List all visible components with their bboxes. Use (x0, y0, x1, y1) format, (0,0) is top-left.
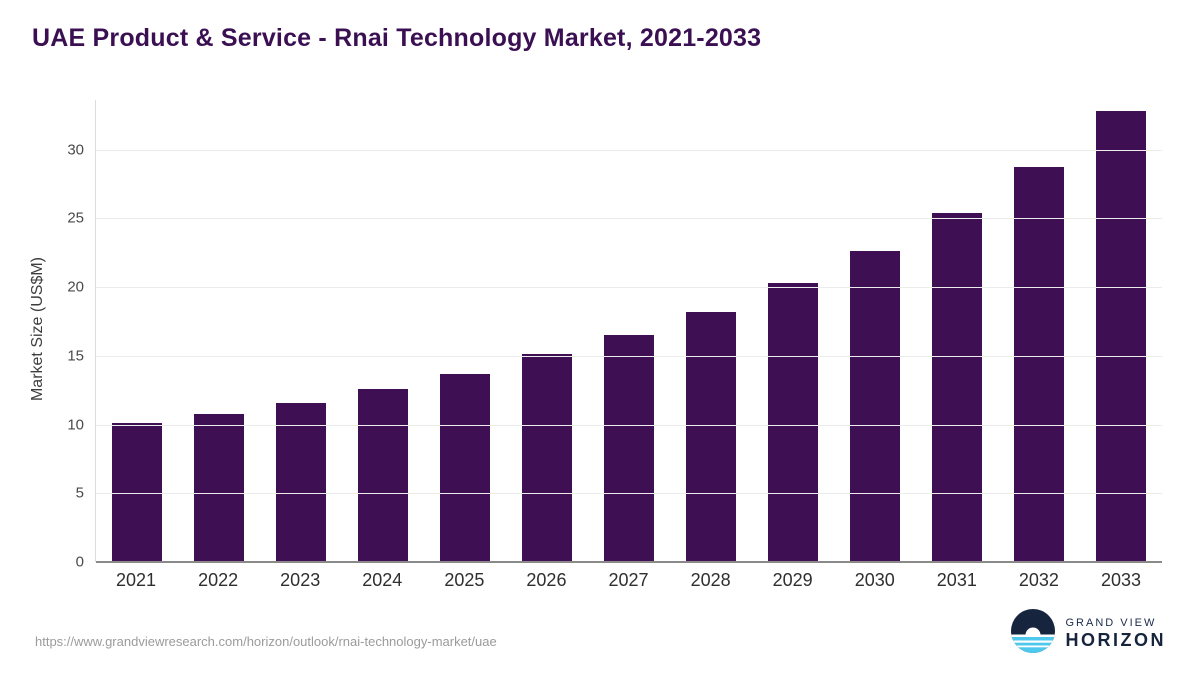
y-tick-label: 10 (67, 416, 84, 433)
page-title: UAE Product & Service - Rnai Technology … (32, 24, 762, 52)
bar-2026 (521, 354, 573, 562)
y-tick-label: 5 (75, 484, 84, 502)
bar-2029 (767, 282, 819, 562)
x-tick-label: 2021 (116, 570, 157, 590)
x-axis-labels: 2021 2022 2023 2024 2025 2026 2027 2028 2029 2030… (95, 570, 1162, 591)
bar-slot (506, 100, 588, 562)
bar-slot (1080, 100, 1162, 562)
y-tick-label: 0 (75, 553, 84, 571)
x-tick-label: 2025 (444, 570, 485, 590)
brand-name-bottom: HORIZON (1065, 629, 1166, 650)
bar-slot (834, 100, 916, 562)
bars (96, 100, 1162, 562)
bar-2030 (849, 251, 901, 562)
y-tick-label: 15 (67, 347, 84, 365)
bar-slot (424, 100, 506, 562)
bar-slot (916, 100, 998, 562)
plot-area: 0 5 10 15 20 25 30 (67, 100, 1162, 571)
x-tick-label: 2032 (1018, 570, 1059, 590)
bar-slot (670, 100, 752, 562)
x-tick-label: 2027 (608, 570, 649, 590)
bar-2021 (111, 423, 163, 562)
gridline (96, 287, 1162, 288)
x-tick-label: 2024 (362, 570, 403, 590)
brand-logo-text: GRAND VIEW HORIZON (1066, 617, 1167, 651)
x-tick-label: 2029 (772, 570, 813, 590)
gridline (96, 424, 1162, 426)
x-tick-label: 2031 (936, 570, 977, 590)
y-axis-title: Market Size (US$M) (29, 256, 46, 402)
gridline (96, 355, 1162, 357)
bar-2024 (357, 388, 409, 562)
bar-2022 (193, 413, 245, 562)
y-tick-label: 20 (67, 278, 84, 296)
x-tick-label: 2030 (854, 570, 895, 590)
gridline (96, 149, 1162, 151)
brand-logo: GRAND VIEW HORIZON (1010, 608, 1167, 659)
y-tick-label: 30 (67, 141, 84, 158)
x-tick-label: 2023 (280, 570, 321, 590)
bar-2031 (931, 212, 983, 562)
source-url: https://www.grandviewresearch.com/horizo… (35, 634, 497, 649)
x-tick-label: 2026 (526, 570, 567, 590)
y-tick-label: 25 (67, 209, 84, 227)
bar-2033 (1095, 111, 1147, 562)
bar-2028 (685, 311, 737, 562)
horizon-sun-icon (1010, 608, 1056, 659)
bar-slot (342, 100, 424, 562)
x-tick-label: 2033 (1100, 570, 1141, 590)
x-tick-label: 2028 (690, 570, 731, 590)
bar-2027 (603, 335, 655, 562)
bar-2023 (275, 402, 327, 562)
gridline (96, 218, 1162, 220)
x-tick-label: 2022 (198, 570, 239, 590)
bar-slot (96, 100, 178, 562)
bar-slot (588, 100, 670, 562)
bar-slot (260, 100, 342, 562)
bar-slot (178, 100, 260, 562)
bar-2032 (1013, 167, 1065, 562)
gridline (96, 493, 1162, 495)
brand-name-top: GRAND VIEW (1065, 616, 1157, 629)
bar-2025 (439, 373, 491, 562)
bar-slot (752, 100, 834, 562)
bar-slot (998, 100, 1080, 562)
x-axis-baseline (96, 561, 1162, 563)
